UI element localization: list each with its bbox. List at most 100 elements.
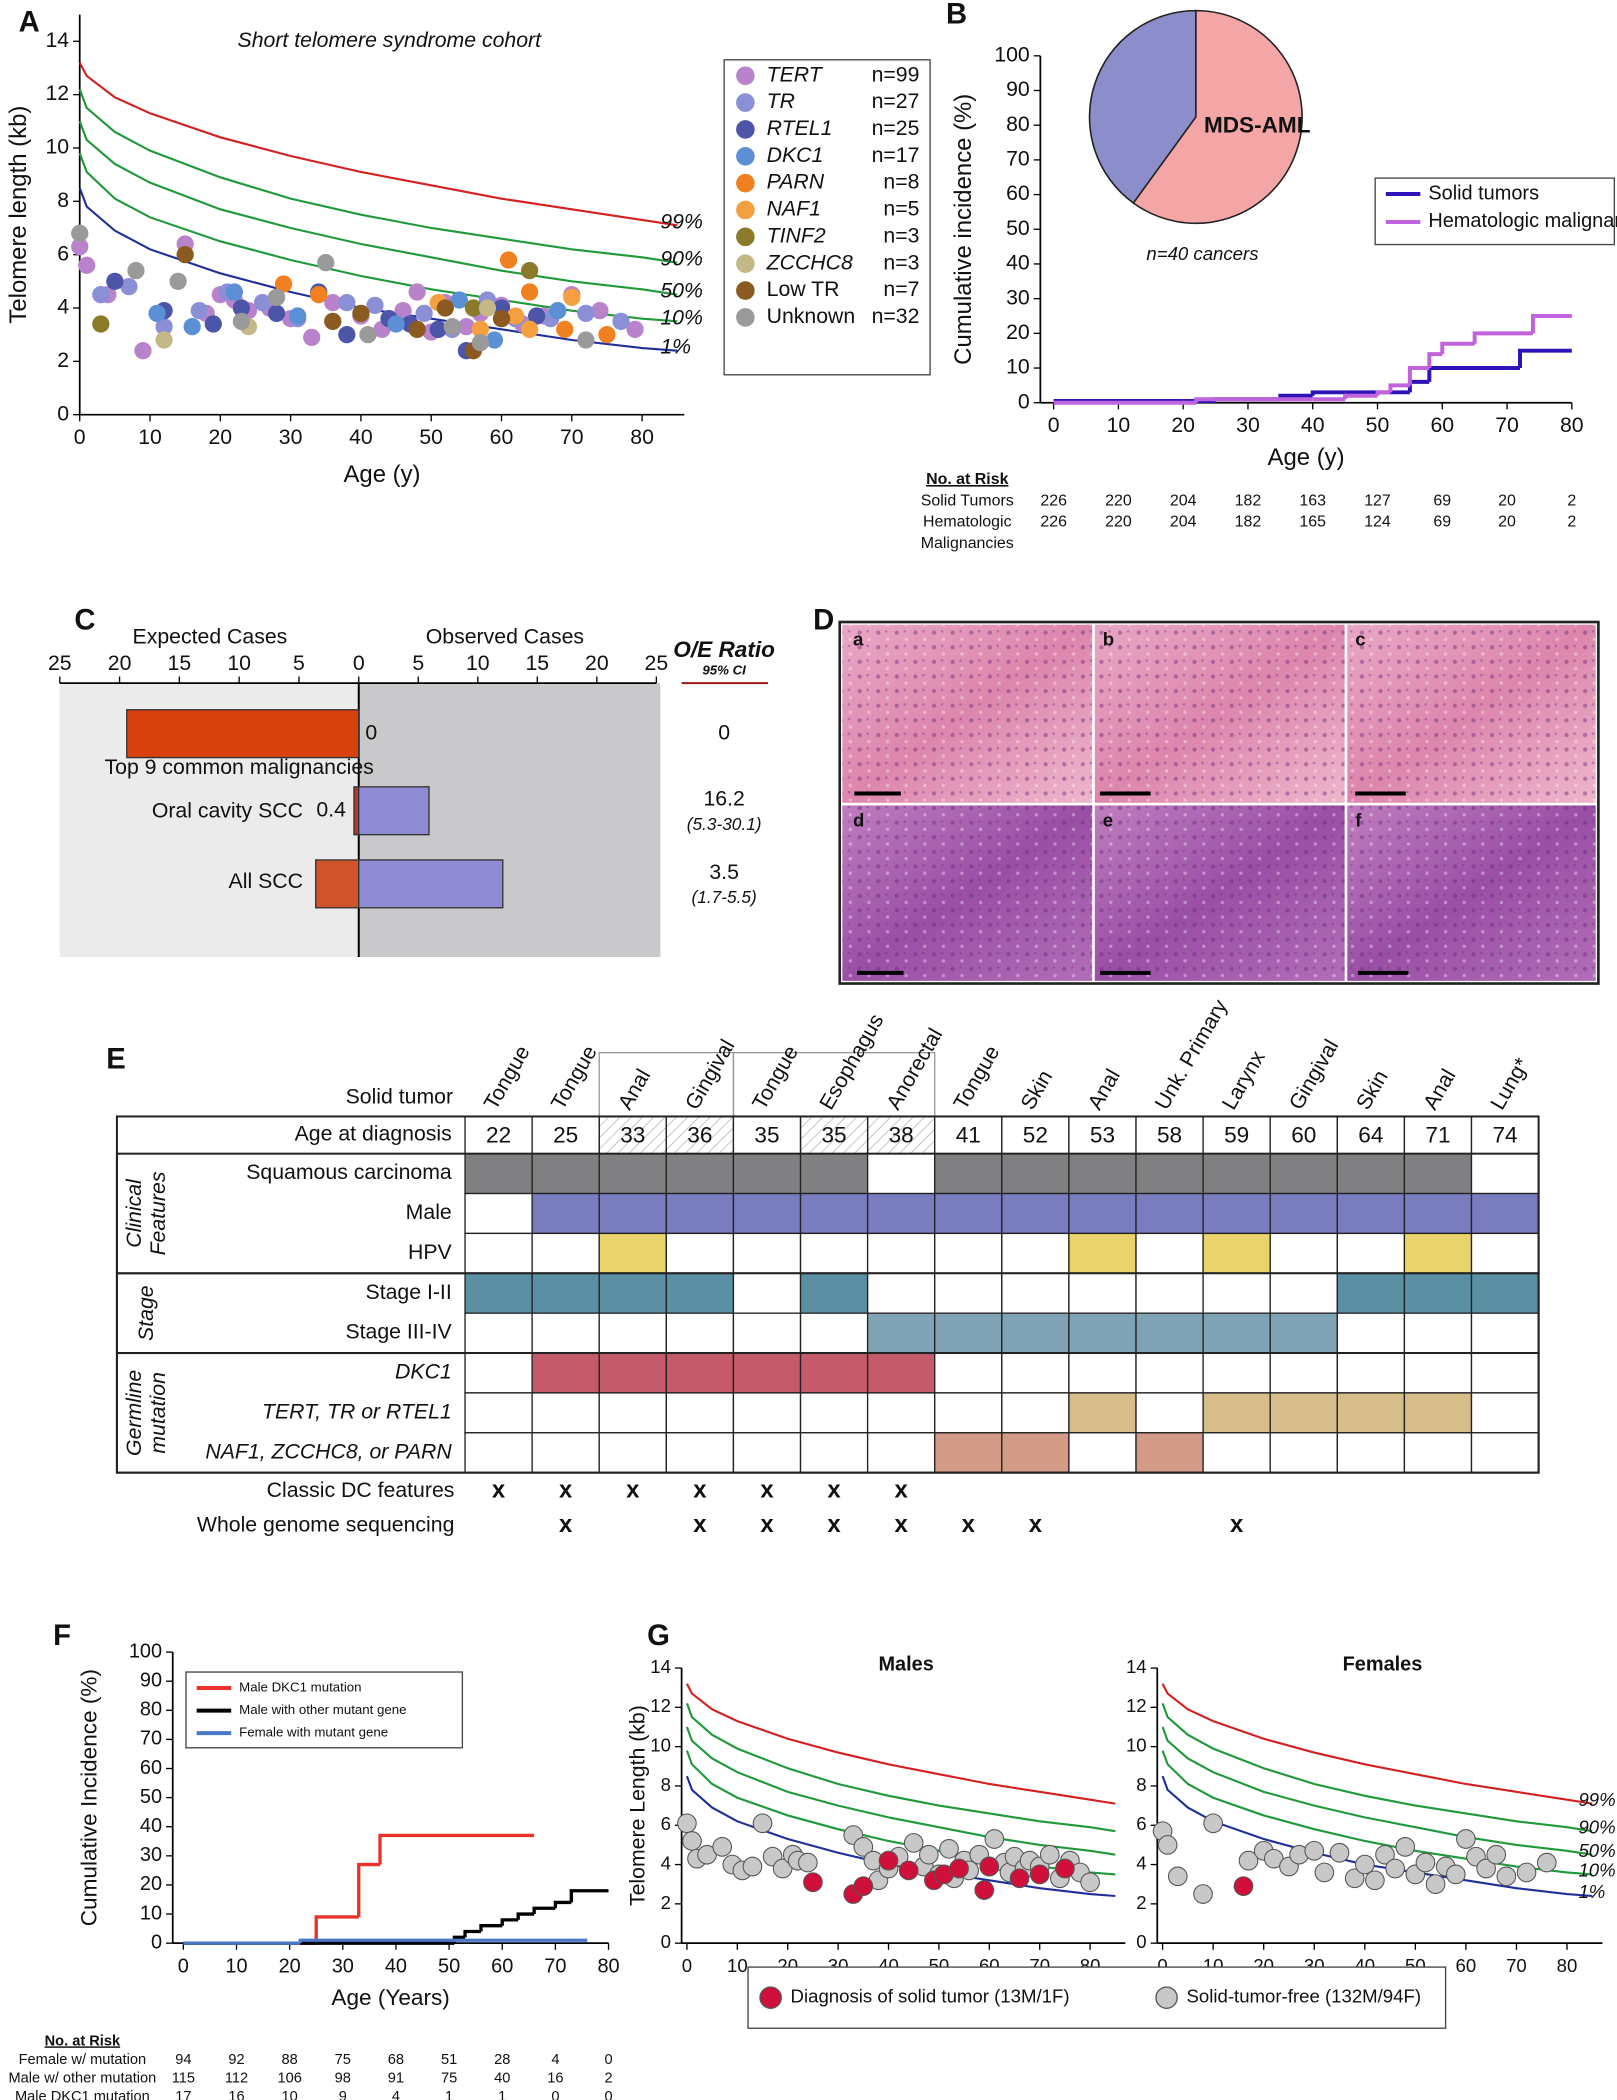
data-point	[352, 304, 370, 322]
image-d: d	[842, 805, 1093, 981]
image-label: c	[1355, 629, 1365, 650]
legend-label: DKC1	[767, 143, 824, 167]
step-segment	[1407, 379, 1430, 393]
tumor-label: Lung*	[1485, 1054, 1534, 1114]
cell	[1336, 1192, 1406, 1235]
data-point	[974, 1880, 995, 1900]
step-segment	[298, 1938, 588, 1944]
age-label: Age at diagnosis	[295, 1122, 452, 1146]
risk-table-title: No. at Risk	[926, 471, 1008, 488]
age-cell	[665, 1115, 735, 1155]
legend-label: NAF1	[767, 197, 821, 221]
image-label: d	[853, 809, 864, 830]
cell	[799, 1153, 869, 1195]
x-tick-label: 70	[560, 425, 584, 449]
cell	[866, 1272, 936, 1314]
data-point	[232, 312, 251, 330]
risk-value: 68	[388, 2052, 404, 2068]
y-tick-label: 80	[1006, 112, 1030, 136]
age-value: 71	[1425, 1122, 1450, 1147]
cell	[1202, 1312, 1271, 1354]
y-tick-label: 30	[140, 1844, 162, 1866]
cell	[934, 1232, 1003, 1274]
cell	[1202, 1352, 1271, 1394]
x-axis-label: Age (y)	[343, 461, 420, 488]
cell	[1470, 1232, 1540, 1274]
row-label: Squamous carcinoma	[246, 1160, 452, 1184]
x-tick-label: 10	[225, 1955, 247, 1977]
feature-mark: x	[559, 1511, 573, 1538]
bar-observed	[358, 786, 430, 836]
cell	[598, 1432, 667, 1474]
x-tick-label: 20	[279, 1955, 301, 1977]
risk-value: 112	[225, 2071, 248, 2087]
legend-swatch	[736, 66, 755, 86]
risk-row-label: Hematologic	[923, 514, 1012, 531]
legend-label: TERT	[767, 62, 824, 86]
risk-value: 220	[1105, 514, 1132, 531]
legend-swatch	[1155, 1986, 1178, 2009]
bar-expected	[126, 709, 360, 759]
bar-observed	[358, 859, 504, 909]
data-point	[366, 296, 384, 314]
legend-label: PARN	[767, 170, 825, 194]
cell	[799, 1392, 869, 1434]
age-value: 22	[486, 1122, 511, 1147]
data-point	[1039, 1844, 1060, 1865]
curve-label: 90%	[1578, 1816, 1615, 1837]
pie-slice	[1132, 9, 1303, 225]
cell	[531, 1392, 600, 1434]
bar-expected	[315, 859, 360, 909]
cell	[531, 1232, 600, 1274]
y-tick-label: 0	[151, 1931, 162, 1953]
tumor-label: Tongue	[949, 1041, 1005, 1113]
step-segment	[378, 1833, 535, 1865]
y-tick-label: 30	[1006, 285, 1030, 309]
age-cell	[1403, 1115, 1473, 1155]
risk-value: 182	[1235, 492, 1262, 509]
chart-title: Males	[878, 1654, 933, 1676]
x-tick-label: 60	[490, 425, 514, 449]
data-point	[949, 1858, 969, 1879]
percentile-curve	[78, 120, 678, 296]
data-point	[303, 328, 321, 346]
panel-letter: F	[53, 1620, 71, 1652]
cell	[464, 1432, 533, 1474]
step-segment	[516, 1912, 535, 1920]
data-point	[853, 1876, 874, 1897]
feature-mark: x	[626, 1477, 640, 1504]
cell	[732, 1312, 802, 1354]
ratio-ci: (5.3-30.1)	[687, 814, 762, 834]
risk-value: 51	[441, 2052, 457, 2068]
cell	[1269, 1153, 1338, 1195]
histology-panel: a b c d e f D	[813, 605, 1600, 985]
cell	[1403, 1232, 1473, 1274]
feature-mark: x	[827, 1477, 841, 1504]
tumor-label: Anal	[1418, 1065, 1460, 1114]
y-tick-label: 20	[1006, 320, 1030, 344]
age-cell	[464, 1115, 533, 1155]
risk-value: 4	[551, 2052, 559, 2068]
x-tick-label: 25	[645, 651, 669, 675]
legend-swatch	[759, 1986, 782, 2009]
legend-label: Solid-tumor-free (132M/94F)	[1187, 1986, 1422, 2007]
cell	[1403, 1192, 1473, 1235]
data-point	[464, 299, 483, 317]
feature-mark: x	[492, 1477, 506, 1504]
data-point	[253, 294, 272, 312]
y-tick-label: 0	[57, 401, 69, 425]
age-value: 38	[889, 1122, 914, 1147]
tumor-label: Anal	[613, 1065, 655, 1114]
cell	[799, 1352, 869, 1394]
y-tick-label: 90	[1006, 77, 1030, 101]
cell	[1403, 1312, 1473, 1354]
pie-slice	[1088, 9, 1197, 205]
legend-swatch	[736, 308, 755, 327]
image-f: f	[1347, 805, 1596, 981]
cell	[732, 1392, 802, 1434]
data-point	[408, 320, 426, 338]
cell	[1135, 1153, 1204, 1195]
step-segment	[1518, 348, 1572, 369]
data-point	[106, 272, 124, 290]
cell	[1269, 1432, 1338, 1474]
